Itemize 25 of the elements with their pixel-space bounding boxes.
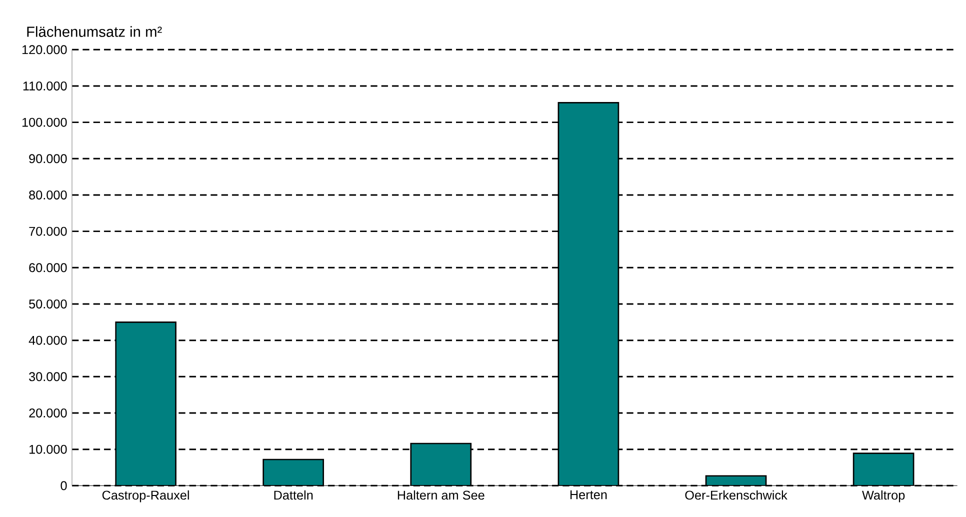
y-tick-label: 40.000 xyxy=(28,336,67,345)
bar xyxy=(262,458,324,486)
bar xyxy=(558,102,620,486)
y-tick-label: 20.000 xyxy=(29,408,67,418)
bar xyxy=(115,321,176,486)
x-tick-label: Oer-Erkenschwick xyxy=(685,490,788,500)
y-tick-label: 0 xyxy=(60,481,67,490)
x-tick-label: Waltrop xyxy=(862,490,905,502)
y-tick-label: 30.000 xyxy=(29,372,67,382)
y-tick-label: 90.000 xyxy=(29,154,67,164)
x-tick-label: Castrop-Rauxel xyxy=(102,490,189,502)
y-axis-title: Flächenumsatz in m² xyxy=(27,26,162,37)
y-tick-label: 50.000 xyxy=(29,300,67,308)
y-tick-label: 10.000 xyxy=(30,444,67,454)
bar xyxy=(410,442,472,486)
y-tick-label: 120.000 xyxy=(22,45,67,54)
x-tick-label: Datteln xyxy=(274,490,313,500)
bar xyxy=(852,452,914,486)
x-tick-label: Herten xyxy=(570,490,607,500)
y-tick-label: 110.000 xyxy=(23,82,67,90)
y-tick-label: 80.000 xyxy=(29,190,67,200)
y-tick-label: 100.000 xyxy=(22,118,67,127)
y-tick-label: 60.000 xyxy=(29,263,67,272)
x-tick-label: Haltern am See xyxy=(398,490,484,500)
y-tick-label: 70.000 xyxy=(29,226,67,236)
